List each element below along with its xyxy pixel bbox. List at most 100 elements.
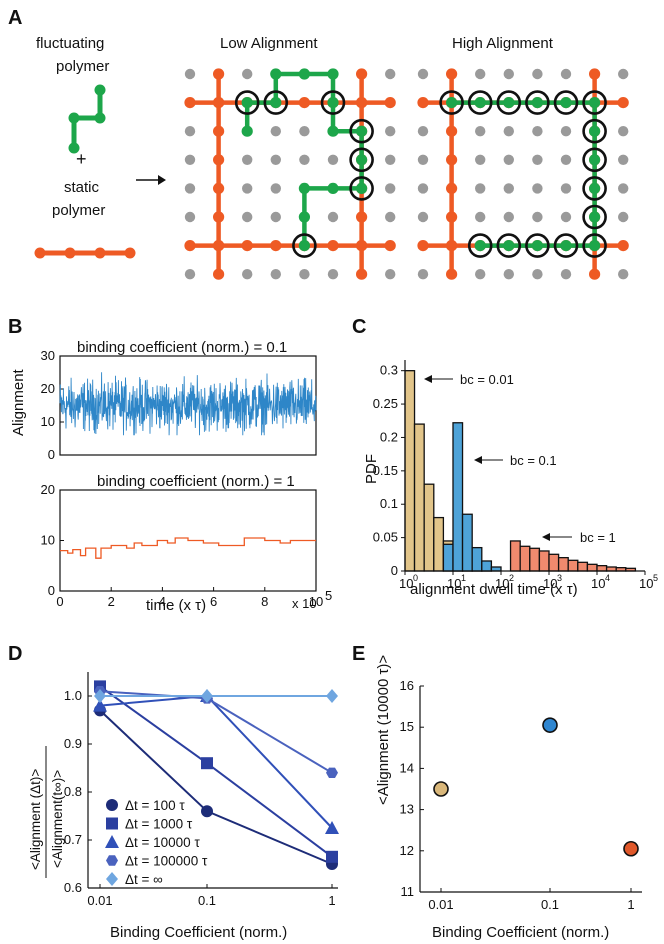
- x-tick-base: 10: [591, 576, 605, 591]
- static-polymer-icon: [34, 247, 136, 259]
- y-tick-label: 0: [48, 583, 55, 598]
- fluct-bead: [356, 154, 368, 166]
- static-bead: [617, 240, 629, 252]
- histogram-bar: [423, 483, 435, 572]
- static-bead: [356, 240, 368, 252]
- legend-entry: Δt = 1000 τ: [125, 817, 193, 832]
- annotation-bc-001: bc = 0.01: [424, 372, 514, 387]
- x-tick-base: 10: [399, 576, 413, 591]
- y-tick-label: 0.2: [380, 429, 398, 444]
- x-tick-exponent: 2: [509, 573, 514, 583]
- static-bead: [270, 240, 282, 252]
- static-bead: [124, 247, 136, 259]
- panel-e-plot: 11 12 13 14 15 16 0.01 0.1 1: [400, 678, 642, 912]
- x-tick-label: 2: [108, 594, 115, 609]
- panel-b-label: B: [8, 316, 22, 338]
- lattice-site: [560, 154, 572, 165]
- x-tick-exponent: 5: [653, 573, 658, 583]
- fluct-bead: [298, 240, 310, 252]
- lattice-site: [503, 68, 514, 80]
- alignment-ring: [234, 90, 260, 115]
- panel-b-x-multiplier-exp: 5: [325, 588, 332, 603]
- fluct-bead: [327, 97, 339, 109]
- marker-circle: [201, 805, 213, 818]
- alignment-ring: [349, 176, 374, 201]
- static-label-2: polymer: [52, 202, 105, 219]
- fluct-bead: [327, 182, 339, 194]
- alignment-trace-bc-1: [60, 537, 316, 559]
- static-bead: [213, 154, 225, 166]
- histogram-bar: [557, 556, 569, 572]
- y-tick-label: 0: [391, 563, 398, 578]
- fluct-bead: [560, 97, 572, 109]
- static-bead: [417, 97, 429, 109]
- static-bead: [589, 268, 601, 280]
- lattice-site: [618, 68, 629, 80]
- fluct-bead: [298, 211, 310, 223]
- high-alignment-title: High Alignment: [452, 35, 554, 52]
- lattice-site: [417, 211, 429, 223]
- fluct-bead: [241, 97, 253, 109]
- alignment-ring: [582, 204, 607, 230]
- panel-a-label: A: [8, 7, 22, 29]
- lattice-site: [327, 154, 339, 165]
- scatter-point: [542, 717, 558, 733]
- static-bead: [213, 125, 225, 137]
- static-bead: [356, 68, 368, 80]
- lattice-site: [417, 269, 429, 280]
- lattice-site: [475, 68, 486, 80]
- static-bead: [356, 268, 368, 280]
- y-tick-label: 0.25: [373, 396, 398, 411]
- static-bead: [94, 247, 106, 259]
- lattice-site: [532, 126, 543, 137]
- y-tick-label: 0.6: [64, 880, 82, 895]
- lattice-site: [385, 126, 396, 137]
- lattice-site: [270, 154, 281, 165]
- static-bead: [241, 240, 253, 252]
- marker-triangle: [105, 835, 119, 848]
- lattice-site: [385, 68, 396, 80]
- fluct-bead: [298, 68, 310, 80]
- lattice-site: [184, 126, 196, 137]
- scatter-point: [623, 840, 639, 857]
- static-bead: [446, 240, 458, 252]
- x-tick-exponent: 1: [461, 573, 466, 583]
- panel-b-x-multiplier: x 10: [292, 596, 317, 611]
- lattice-site: [417, 154, 429, 165]
- panel-e-label: E: [352, 643, 365, 665]
- histogram-bar: [509, 540, 521, 572]
- panel-d-xlabel: Binding Coefficient (norm.): [110, 924, 287, 941]
- y-tick-label: 30: [41, 348, 55, 363]
- lattice-site: [327, 269, 339, 280]
- x-tick-label: 0: [56, 594, 63, 609]
- lattice-site: [560, 269, 572, 280]
- fluct-bead: [270, 68, 282, 80]
- fluct-bead: [589, 182, 601, 194]
- panel-e-xlabel: Binding Coefficient (norm.): [432, 924, 609, 941]
- fluct-polymer-line: [451, 100, 597, 248]
- lattice-site: [503, 126, 514, 137]
- y-tick-label: 16: [400, 678, 414, 693]
- lattice-site: [242, 269, 253, 280]
- static-bead: [617, 97, 629, 109]
- y-tick-label: 20: [41, 381, 55, 396]
- static-bead: [213, 211, 225, 223]
- lattice-site: [184, 154, 196, 165]
- panel-c-label: C: [352, 316, 366, 338]
- static-bead: [417, 240, 429, 252]
- alignment-ring: [292, 233, 317, 258]
- panel-c-ylabel: PDF: [363, 454, 380, 484]
- lattice-site: [270, 211, 281, 223]
- fluct-bead: [68, 112, 80, 124]
- fluct-bead: [241, 125, 253, 137]
- histogram-bar: [529, 547, 541, 572]
- fluct-bead: [589, 240, 601, 252]
- fluct-bead: [589, 125, 601, 137]
- histogram-bar: [586, 563, 598, 572]
- x-tick-exponent: 0: [413, 573, 418, 583]
- marker-square: [201, 757, 213, 770]
- alignment-ring: [349, 118, 374, 144]
- lattice-site: [618, 183, 629, 194]
- lattice-site: [618, 211, 629, 223]
- lattice-site: [532, 154, 543, 165]
